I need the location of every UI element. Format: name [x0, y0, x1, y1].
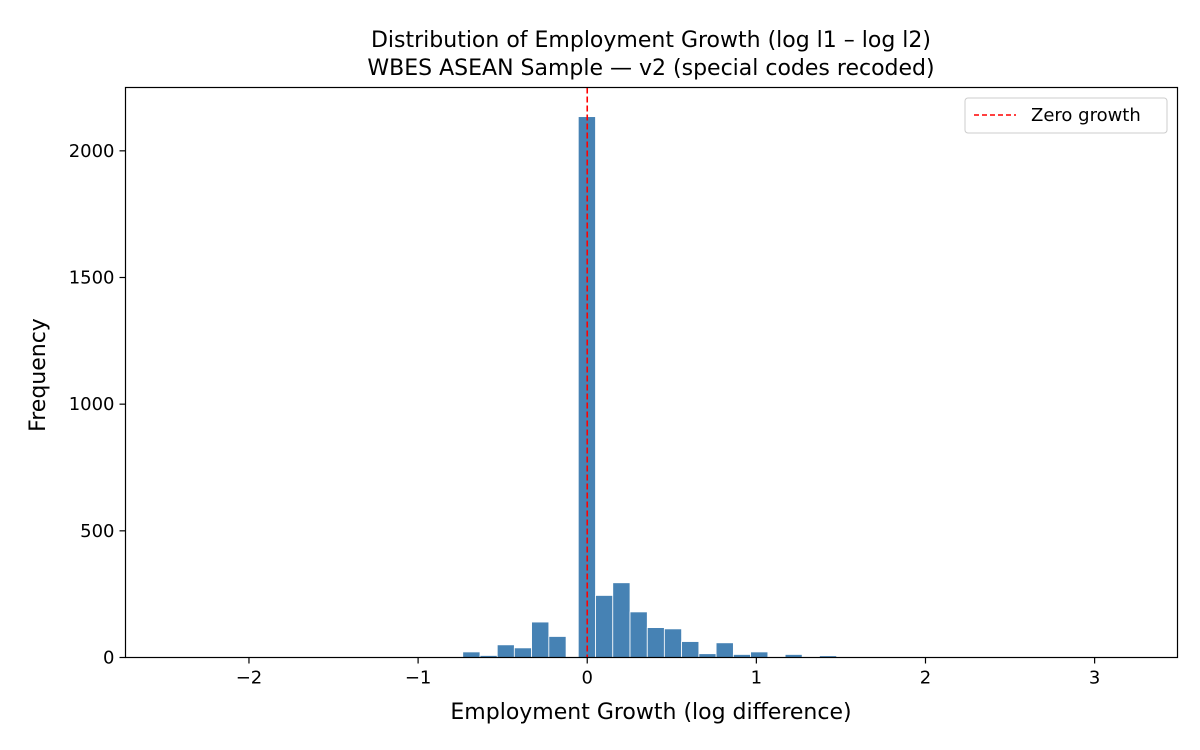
x-tick-label: 2	[920, 668, 931, 689]
chart-subtitle: WBES ASEAN Sample — v2 (special codes re…	[367, 56, 934, 81]
histogram-bar	[715, 642, 734, 658]
plot-area-frame	[124, 86, 1179, 659]
y-axis-label: Frequency	[26, 318, 51, 432]
y-tick-label: 0	[103, 648, 114, 669]
histogram-bar	[612, 582, 631, 658]
x-tick-label: 0	[582, 668, 593, 689]
x-axis-label: Employment Growth (log difference)	[450, 700, 851, 725]
legend-zero-growth-label: Zero growth	[1031, 105, 1141, 126]
histogram-bar	[663, 628, 683, 658]
x-tick-label: 1	[751, 668, 762, 689]
histogram-bar	[462, 651, 481, 658]
x-tick-label: −2	[236, 668, 263, 689]
histogram-bar	[513, 647, 532, 658]
histogram-bar	[548, 636, 567, 658]
y-tick-label: 1500	[69, 268, 115, 289]
histogram-bar	[531, 621, 550, 658]
x-tick-label: 3	[1089, 668, 1100, 689]
y-tick-label: 500	[80, 521, 114, 542]
histogram-bar	[750, 651, 769, 658]
histogram-bar	[681, 641, 700, 658]
x-tick-label: −1	[405, 668, 432, 689]
chart-title: Distribution of Employment Growth (log l…	[371, 28, 931, 53]
legend: Zero growth	[964, 97, 1168, 134]
y-tick-label: 1000	[69, 394, 115, 415]
histogram-bar	[646, 627, 665, 658]
x-axis-ticks: −2 −1 0 1 2 3	[236, 657, 1100, 689]
y-axis-ticks: 0 500 1000 1500 2000	[69, 141, 126, 669]
histogram-bar	[496, 644, 515, 658]
histogram-bar	[595, 595, 614, 658]
legend-box	[964, 97, 1168, 134]
y-tick-label: 2000	[69, 141, 115, 162]
histogram-bar	[629, 611, 648, 658]
